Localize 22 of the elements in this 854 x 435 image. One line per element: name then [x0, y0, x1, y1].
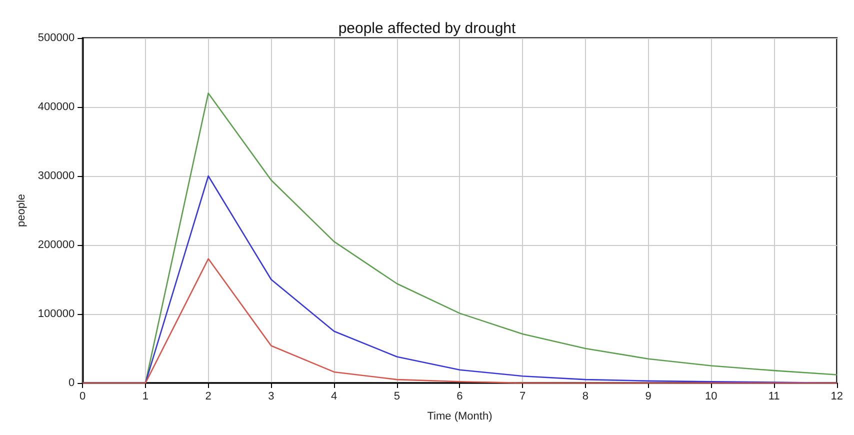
- y-tick-label: 0: [68, 377, 75, 389]
- x-tick-label: 3: [268, 390, 274, 402]
- y-tick-label: 300000: [38, 170, 75, 182]
- x-tick-label: 8: [582, 390, 589, 402]
- y-tick-label: 200000: [38, 239, 75, 251]
- y-tick-label: 400000: [38, 101, 75, 113]
- y-tick-label: 500000: [38, 32, 75, 44]
- x-tick-label: 9: [645, 390, 652, 402]
- y-axis-title: people: [16, 194, 28, 228]
- x-tick-label: 12: [830, 390, 844, 402]
- y-tick-label: 100000: [38, 308, 75, 320]
- x-tick-label: 10: [705, 390, 718, 402]
- x-tick-label: 11: [768, 390, 780, 402]
- x-tick-label: 5: [394, 390, 400, 402]
- x-tick-label: 2: [205, 390, 212, 402]
- x-tick-label: 1: [142, 390, 149, 402]
- x-tick-label: 0: [80, 390, 86, 402]
- x-tick-label: 4: [330, 390, 338, 402]
- x-axis-title: Time (Month): [427, 410, 492, 422]
- x-tick-label: 7: [520, 390, 526, 402]
- x-tick-label: 6: [456, 390, 463, 402]
- chart-title: people affected by drought: [338, 20, 517, 37]
